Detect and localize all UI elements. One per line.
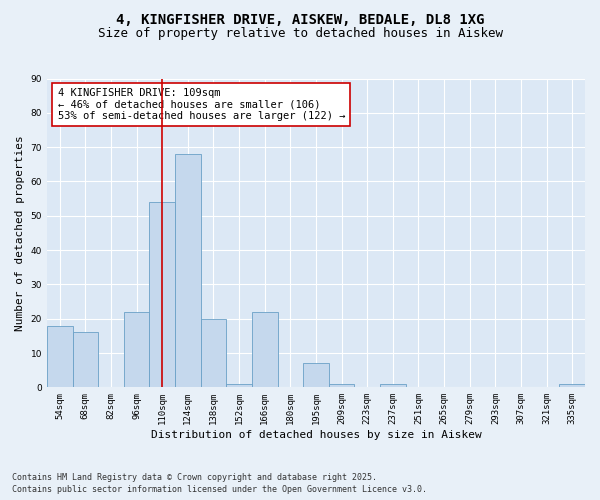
Bar <box>124 312 149 388</box>
Text: Contains HM Land Registry data © Crown copyright and database right 2025.: Contains HM Land Registry data © Crown c… <box>12 472 377 482</box>
Bar <box>303 364 329 388</box>
Y-axis label: Number of detached properties: Number of detached properties <box>15 135 25 331</box>
Bar <box>73 332 98 388</box>
Bar <box>226 384 252 388</box>
Text: Size of property relative to detached houses in Aiskew: Size of property relative to detached ho… <box>97 28 503 40</box>
Bar <box>380 384 406 388</box>
X-axis label: Distribution of detached houses by size in Aiskew: Distribution of detached houses by size … <box>151 430 481 440</box>
Bar <box>329 384 355 388</box>
Bar <box>559 384 585 388</box>
Bar <box>252 312 278 388</box>
Bar <box>47 326 73 388</box>
Text: 4, KINGFISHER DRIVE, AISKEW, BEDALE, DL8 1XG: 4, KINGFISHER DRIVE, AISKEW, BEDALE, DL8… <box>116 12 484 26</box>
Bar <box>175 154 200 388</box>
Text: 4 KINGFISHER DRIVE: 109sqm
← 46% of detached houses are smaller (106)
53% of sem: 4 KINGFISHER DRIVE: 109sqm ← 46% of deta… <box>58 88 345 121</box>
Bar <box>149 202 175 388</box>
Bar <box>200 318 226 388</box>
Text: Contains public sector information licensed under the Open Government Licence v3: Contains public sector information licen… <box>12 485 427 494</box>
